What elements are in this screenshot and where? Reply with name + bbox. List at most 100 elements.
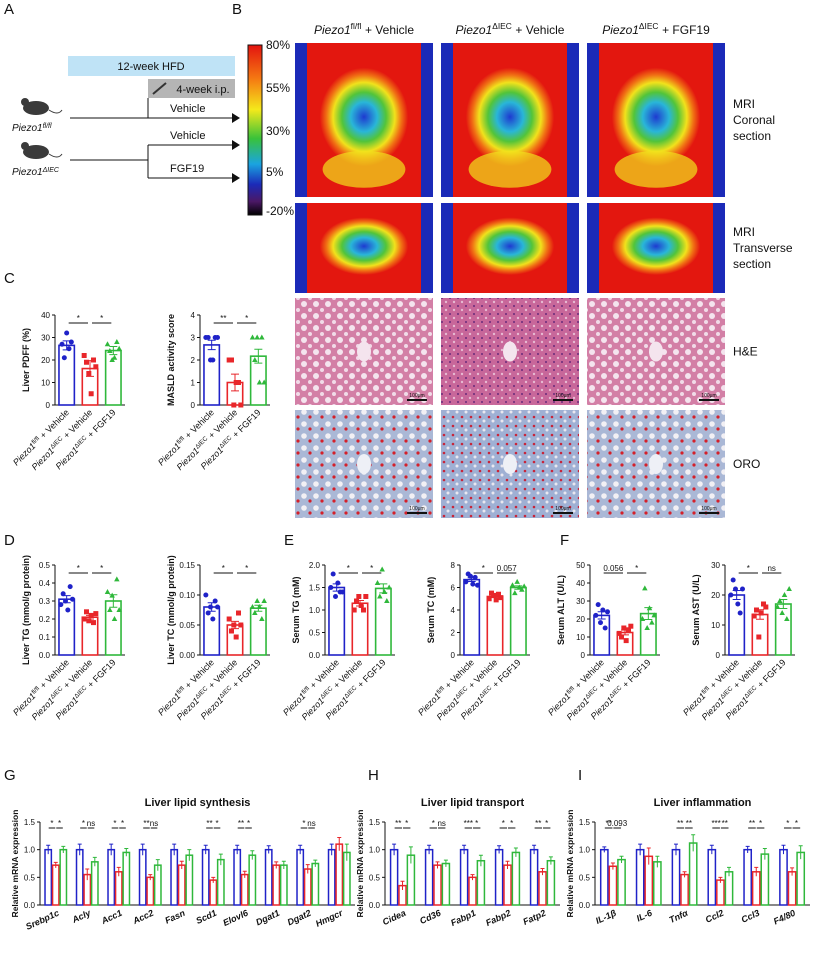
y-tick-label: 0.0 <box>24 901 36 910</box>
error-bar <box>109 843 114 856</box>
y-tick-label: 4 <box>191 311 196 320</box>
injection-box <box>148 79 235 98</box>
data-point <box>379 566 385 572</box>
genotype: ΔIEC <box>194 435 210 451</box>
y-axis-label: Relative mRNA expression <box>565 810 575 918</box>
data-point <box>333 594 338 599</box>
y-axis-label: Serum TG (mM) <box>291 576 301 643</box>
image-tile <box>441 43 579 197</box>
data-point <box>210 357 216 363</box>
bar <box>760 853 770 906</box>
data-point <box>779 610 785 615</box>
error-bar <box>179 860 184 870</box>
significance-label: * <box>77 314 80 323</box>
error-bar <box>762 848 767 860</box>
y-tick-label: 0.00 <box>179 651 195 660</box>
data-point <box>475 582 480 588</box>
data-point <box>81 353 87 358</box>
significance-label: ** <box>722 819 728 828</box>
data-point <box>786 586 792 591</box>
significance-label: * <box>432 819 435 828</box>
y-tick-label: 1.0 <box>24 846 36 855</box>
data-point <box>259 616 265 621</box>
y-tick-label: 40 <box>41 311 50 320</box>
bar <box>774 603 792 656</box>
injection-label: 4-week i.p. <box>176 84 229 96</box>
data-point <box>386 584 392 590</box>
significance-label: ** <box>238 819 244 828</box>
data-point <box>784 616 790 621</box>
genotype: ΔIEC <box>49 685 65 701</box>
y-tick-label: 0 <box>716 651 721 660</box>
bar <box>546 859 556 906</box>
y-axis-label: Serum AST (U/L) <box>691 574 701 645</box>
bar <box>796 851 806 906</box>
error-bar <box>187 849 192 861</box>
genotype: ΔIEC <box>319 685 335 701</box>
data-point <box>470 581 476 587</box>
error-bar <box>313 859 318 867</box>
bar <box>751 871 761 906</box>
data-point <box>486 596 492 602</box>
bar <box>486 595 504 656</box>
bar <box>185 854 194 906</box>
error-bar <box>140 843 145 856</box>
axis <box>39 822 355 906</box>
genotype: ΔIEC <box>492 21 512 31</box>
data-point <box>229 628 234 634</box>
error-bar <box>745 845 750 853</box>
data-point <box>646 605 653 611</box>
data-point <box>60 591 66 597</box>
scale-bar-label: 100μm <box>555 393 570 399</box>
significance-label: *** <box>464 819 473 828</box>
error-bar <box>470 874 475 881</box>
image-tile: 100μm <box>587 298 725 405</box>
data-point <box>261 379 267 385</box>
image-tile <box>295 203 433 293</box>
data-point <box>261 598 267 603</box>
error-bar <box>691 834 696 852</box>
significance-label: ** <box>605 819 611 828</box>
image-tile: 100μm <box>295 410 433 518</box>
data-point <box>215 604 220 610</box>
data-point <box>642 585 648 591</box>
bar <box>58 344 76 406</box>
data-point <box>249 604 256 609</box>
data-point <box>254 334 260 340</box>
data-point <box>84 359 89 365</box>
error-bar <box>203 844 208 855</box>
data-point <box>231 622 237 628</box>
bar <box>58 598 76 656</box>
data-point <box>351 607 357 613</box>
error-bar <box>77 843 82 856</box>
data-point <box>354 598 359 604</box>
bar <box>433 864 442 906</box>
data-point <box>68 339 74 345</box>
data-point <box>519 586 525 592</box>
error-bar <box>344 843 349 861</box>
chart: 0.0 0.1 0.2 0.3 0.4 0.5 Liver TG (mmol/g prote… <box>11 555 125 722</box>
bar <box>459 848 469 906</box>
row-label: Coronal <box>733 113 775 127</box>
error-bar <box>329 843 334 856</box>
data-point <box>65 607 71 613</box>
data-point <box>381 589 388 594</box>
y-tick-label: 0.5 <box>24 873 36 882</box>
image-tile <box>587 43 725 197</box>
bar <box>724 871 734 906</box>
data-point <box>114 339 120 344</box>
error-bar <box>92 856 97 867</box>
y-tick-label: 1 <box>191 379 196 388</box>
genotype: ΔIEC <box>719 685 735 701</box>
data-point <box>116 607 122 612</box>
scale-label: -20% <box>266 204 294 218</box>
bar <box>170 848 179 906</box>
y-tick-label: 50 <box>576 561 585 570</box>
significance-label: ** <box>749 819 755 828</box>
y-tick-label: 30 <box>576 597 585 606</box>
data-point <box>109 592 115 598</box>
mri-edge <box>441 203 453 293</box>
y-tick-label: 3 <box>191 334 196 343</box>
data-point <box>238 622 244 628</box>
significance-label: ** <box>686 819 692 828</box>
